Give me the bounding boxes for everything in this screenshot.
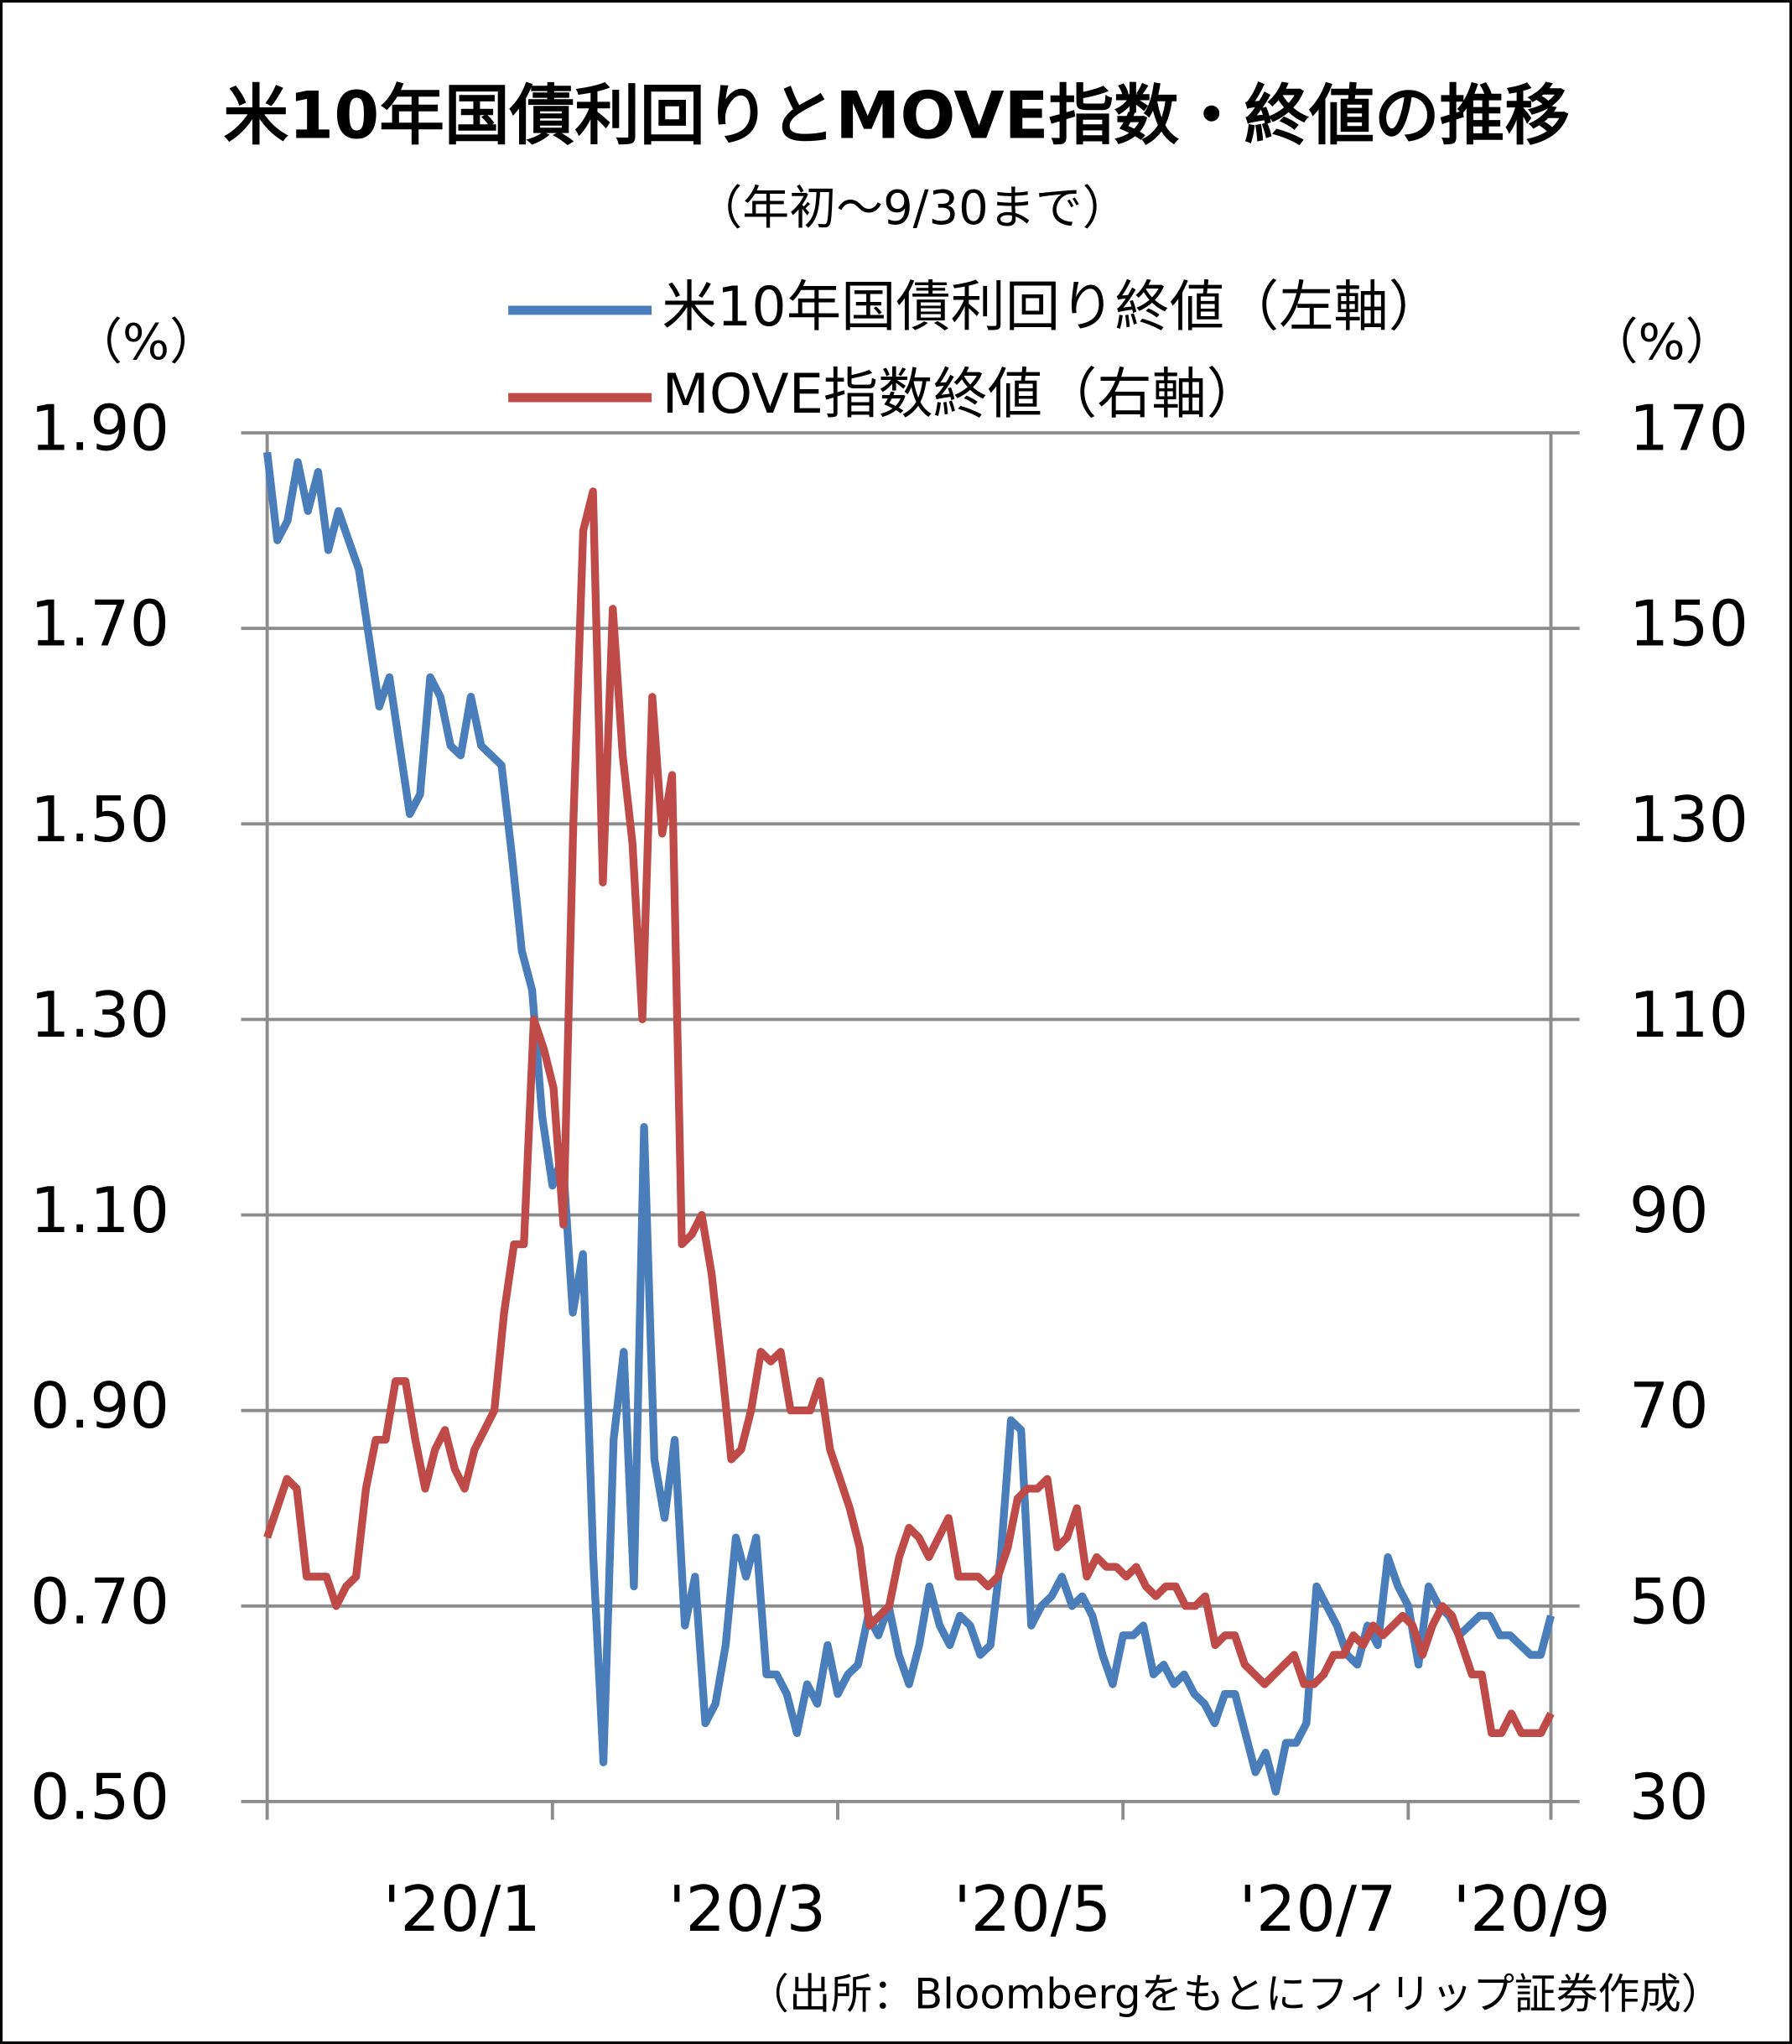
x-tick-label: '20/3 [668, 1873, 826, 1946]
x-tick-label: '20/9 [1453, 1873, 1611, 1946]
series-line [262, 451, 1555, 1796]
y2-tick-label: 90 [1629, 1174, 1709, 1247]
series-line [263, 487, 1555, 1737]
legend-label: 米10年国債利回り終値（左軸） [662, 275, 1444, 339]
y-tick-label: 1.30 [30, 979, 169, 1052]
chart-title: 米10年国債利回りとMOVE指数・終値の推移 [223, 78, 1570, 153]
y-tick-label: 1.70 [30, 588, 169, 661]
y2-tick-label: 30 [1629, 1761, 1709, 1833]
y-tick-label: 1.10 [30, 1174, 169, 1247]
source-note: （出所：Bloombergをもとにフィリップ証券作成） [747, 1970, 1722, 2019]
x-tick-label: '20/7 [1239, 1873, 1396, 1946]
y-tick-label: 0.50 [30, 1761, 169, 1833]
x-tick-label: '20/1 [383, 1873, 541, 1946]
y2-tick-label: 110 [1629, 979, 1748, 1052]
y-tick-label: 0.90 [30, 1370, 169, 1443]
chart-subtitle: （年初～9/30まで） [695, 181, 1129, 236]
y-tick-label: 1.90 [30, 393, 169, 465]
y-unit-label: （%） [73, 313, 219, 371]
y-tick-label: 1.50 [30, 783, 169, 856]
x-tick-label: '20/5 [953, 1873, 1111, 1946]
y2-tick-label: 50 [1629, 1565, 1709, 1638]
y2-tick-label: 170 [1629, 393, 1748, 465]
y2-tick-label: 150 [1629, 588, 1748, 661]
y2-tick-label: 70 [1629, 1370, 1709, 1443]
y2-tick-label: 130 [1629, 783, 1748, 856]
y2-unit-label: （%） [1588, 313, 1734, 371]
y-tick-label: 0.70 [30, 1565, 169, 1638]
legend-label: MOVE指数終値（右軸） [662, 362, 1262, 426]
